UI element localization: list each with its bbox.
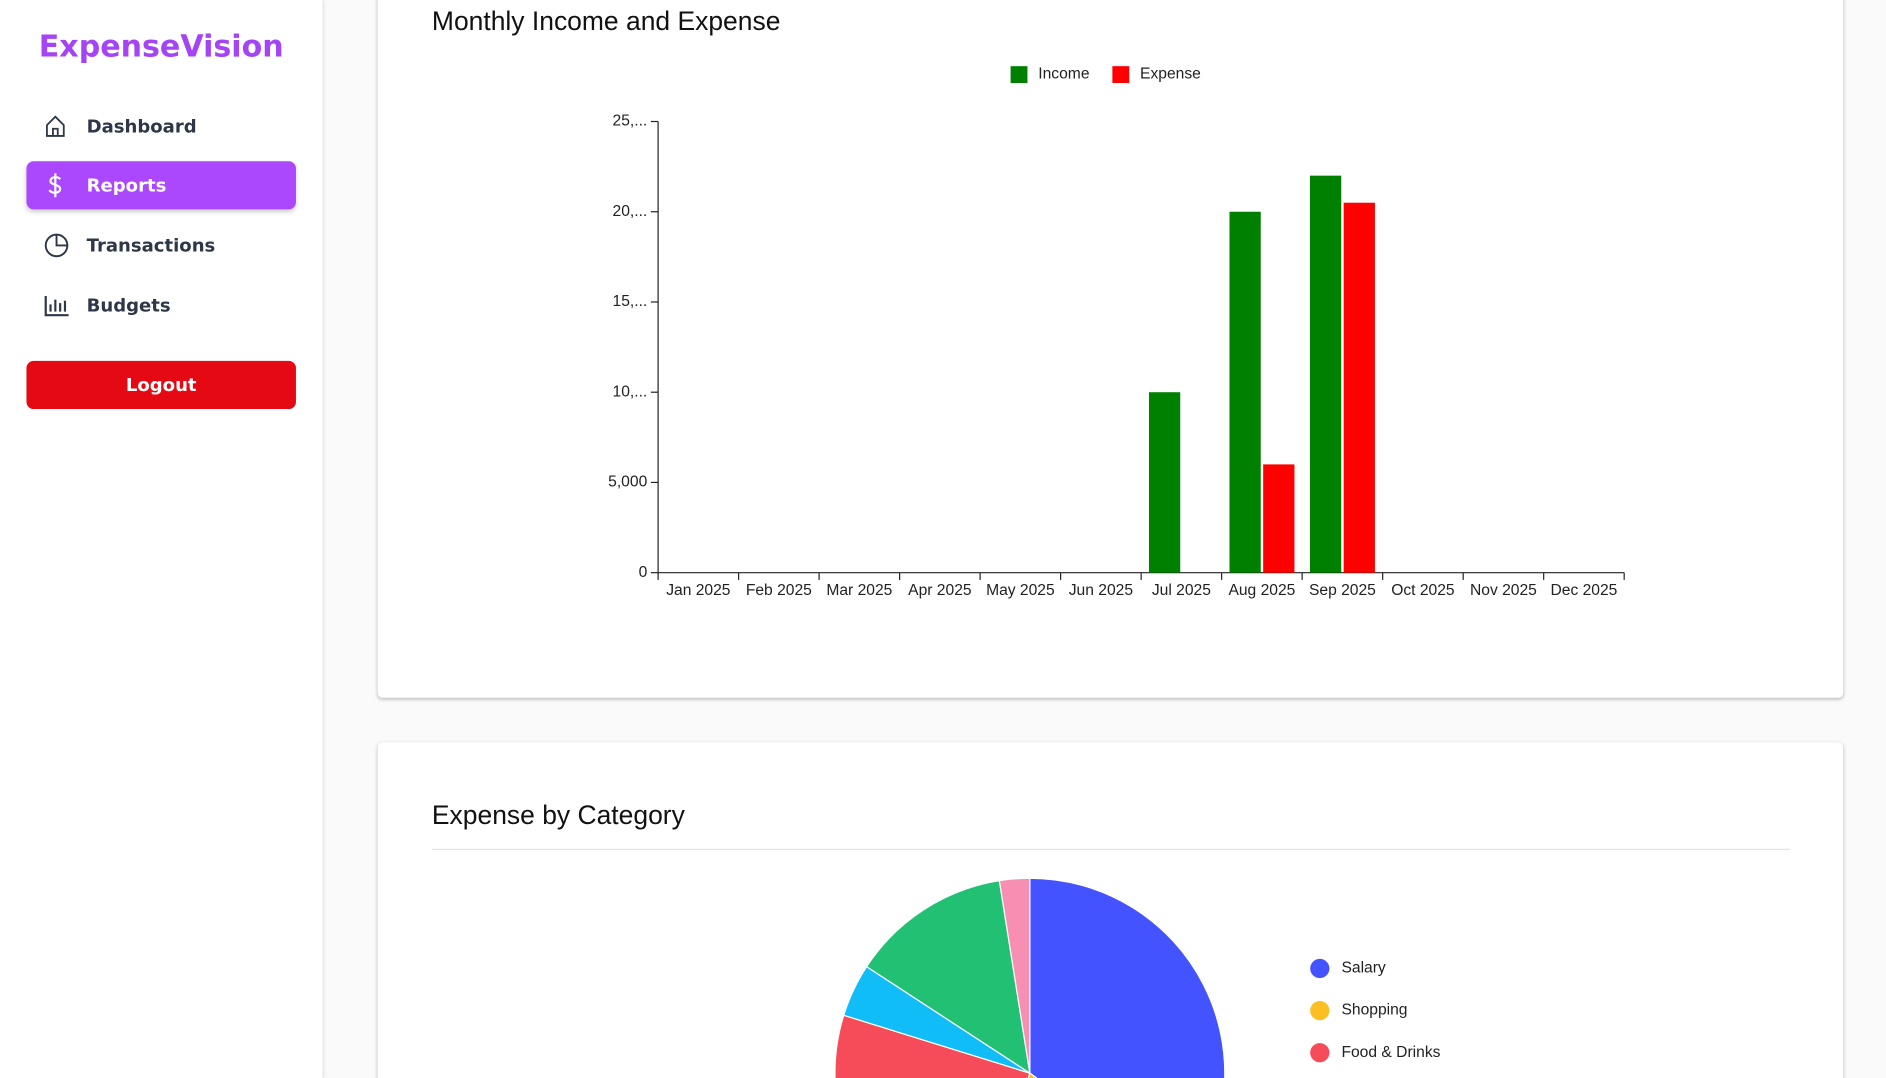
icon [44,233,69,258]
icon [48,173,62,198]
x-tick-label: Jan 2025 [666,582,731,599]
card [377,0,1844,698]
pie-slice [998,877,1031,1074]
y-tick-label: 20,... [613,203,648,220]
y-tick-label: 25,... [613,113,648,130]
brand: ExpenseVision [38,28,284,64]
bar [1263,464,1295,573]
nav-item[interactable]: Reports [26,161,296,210]
x-tick-label: Aug 2025 [1228,582,1295,599]
x-tick-label: Sep 2025 [1309,582,1376,599]
legend-swatch [1112,66,1130,84]
x-tick-label: Nov 2025 [1470,582,1537,599]
y-tick-label: 5,000 [608,474,647,491]
legend-label: Shopping [1341,1002,1407,1019]
legend-dot [1310,1043,1330,1063]
bar [1148,392,1181,573]
x-tick-label: Jul 2025 [1152,582,1211,599]
legend-label: Salary [1341,960,1385,977]
pie-slice [865,879,1031,1075]
x-tick-label: May 2025 [986,582,1055,599]
legend-label: Expense [1140,66,1201,83]
y-tick-label: 10,... [613,383,648,400]
x-tick-label: Dec 2025 [1550,582,1617,599]
x-tick-label: Oct 2025 [1391,582,1455,599]
legend-dot [1310,1000,1330,1021]
icon [44,295,69,317]
pie-slice [834,1014,1031,1078]
y-tick-label: 0 [639,564,648,581]
x-tick-label: Apr 2025 [908,582,972,599]
chart-title: Monthly Income and Expense [432,6,781,36]
bar [1229,211,1261,573]
bar [1309,175,1342,573]
logout-button[interactable]: Logout [26,360,296,410]
sidebar: ExpenseVision Dashboard Reports Transact… [0,0,323,1078]
nav-label: Transactions [86,234,216,257]
x-tick-label: Jun 2025 [1069,582,1134,599]
legend-label: Food & Drinks [1341,1044,1440,1061]
x-tick-label: Feb 2025 [746,582,812,599]
pie-slice [1029,877,1226,1078]
nav-label: Dashboard [86,115,197,138]
y-tick-label: 15,... [613,293,648,310]
bar [1343,202,1375,573]
legend-swatch [1010,66,1028,84]
legend-dot [1310,958,1330,979]
nav-item[interactable]: Budgets [26,282,295,330]
nav-label: Budgets [86,294,171,317]
x-tick-label: Mar 2025 [826,582,892,599]
nav-item[interactable]: Dashboard [26,102,295,150]
legend-label: Income [1038,66,1089,83]
nav-label: Reports [86,174,167,197]
icon [46,115,65,137]
chart-title: Expense by Category [432,800,686,830]
pie-slice [1027,1072,1038,1078]
nav-item[interactable]: Transactions [26,221,295,269]
